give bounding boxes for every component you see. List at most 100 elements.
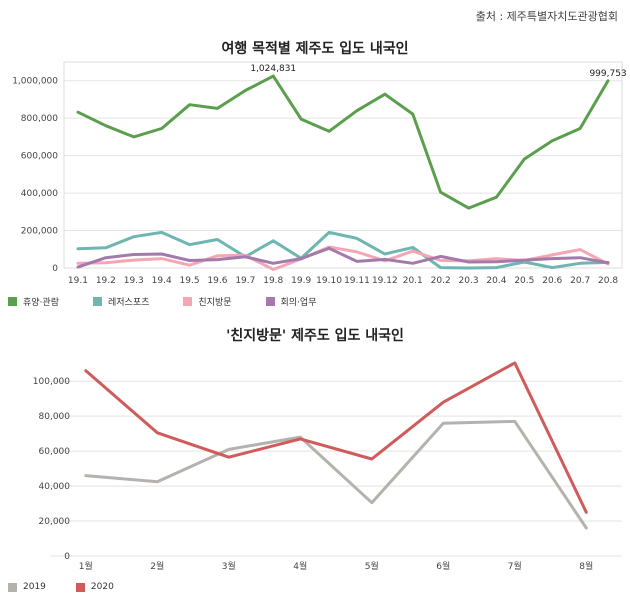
- chart1-plot: 1,000,000 800,000 600,000 400,000 200,000 0 19…: [12, 61, 627, 286]
- data-label: 1,024,831: [250, 64, 296, 74]
- data-point: [244, 89, 247, 92]
- x-tick-label: 19.2: [96, 276, 116, 286]
- x-tick-label: 20.4: [486, 276, 506, 286]
- data-point: [356, 237, 358, 240]
- series-line-0: [84, 419, 588, 530]
- x-tick-label: 19.1: [68, 276, 88, 286]
- legend-label: 휴양·관람: [23, 298, 59, 308]
- legend-label: 친지방문: [198, 298, 232, 308]
- data-point: [216, 238, 219, 241]
- data-point: [84, 474, 87, 477]
- data-point: [132, 136, 135, 138]
- data-point: [77, 247, 79, 250]
- y-tick-label: 100,000: [33, 377, 70, 387]
- legend-item: 친지방문: [183, 295, 232, 308]
- x-tick-label: 7월: [508, 560, 522, 572]
- data-point: [585, 511, 588, 514]
- data-point: [227, 456, 230, 459]
- data-point: [356, 251, 358, 253]
- data-point: [216, 258, 219, 261]
- data-point: [384, 258, 386, 261]
- data-point: [579, 248, 581, 251]
- y-tick-label: 0: [52, 264, 58, 274]
- series-line-1: [84, 361, 588, 514]
- data-point: [227, 448, 230, 451]
- data-point: [132, 259, 135, 261]
- x-tick-label: 19.11: [344, 276, 370, 286]
- x-tick-label: 5월: [365, 560, 379, 572]
- data-point: [439, 255, 442, 258]
- data-point: [84, 369, 87, 372]
- y-tick-label: 200,000: [21, 227, 58, 237]
- source-note: 출처 : 제주특별자치도관광협회: [475, 10, 618, 23]
- data-point: [156, 431, 159, 434]
- data-point: [300, 118, 302, 120]
- chart1-legend: 휴양·관람 레저스포츠 친지방문 회의·업무: [8, 295, 351, 308]
- data-point: [467, 267, 470, 269]
- data-point: [328, 231, 330, 234]
- x-tick-label: 4월: [293, 560, 307, 572]
- y-tick-label: 800,000: [21, 114, 58, 124]
- data-point: [495, 261, 498, 263]
- data-point: [411, 246, 414, 249]
- data-point: [272, 75, 275, 77]
- data-point: [495, 266, 498, 269]
- y-tick-label: 20,000: [39, 517, 71, 527]
- data-point: [77, 266, 79, 268]
- legend-item: 2019: [8, 582, 46, 592]
- x-tick-label: 19.7: [235, 276, 255, 286]
- legend-label: 레저스포츠: [107, 298, 150, 308]
- legend-swatch: [183, 297, 193, 306]
- x-tick-label: 19.12: [372, 276, 398, 286]
- legend-item: 2020: [75, 582, 114, 592]
- x-tick-label: 20.7: [570, 276, 590, 286]
- data-point: [77, 262, 79, 265]
- y-tick-label: 400,000: [21, 189, 58, 199]
- x-tick-label: 19.5: [180, 276, 200, 286]
- data-point: [370, 458, 373, 460]
- data-point: [272, 240, 275, 242]
- plot-frame: [63, 61, 623, 269]
- data-point: [132, 253, 135, 256]
- series-line-3: [76, 246, 610, 269]
- chart2-title: '친지방문' 제주도 입도 내국인: [226, 328, 404, 344]
- data-point: [607, 79, 609, 82]
- legend-swatch: [92, 297, 102, 306]
- x-tick-label: 19.10: [316, 276, 342, 286]
- data-point: [356, 109, 358, 112]
- x-tick-label: 19.3: [124, 276, 144, 286]
- data-point: [513, 420, 516, 423]
- data-point: [495, 257, 498, 260]
- data-point: [579, 262, 581, 265]
- series-line-0: [76, 74, 610, 210]
- data-point: [160, 257, 163, 260]
- data-point: [523, 158, 526, 160]
- series-line-1: [76, 230, 610, 270]
- x-tick-label: 20.5: [514, 276, 534, 286]
- y-tick-label: 1,000,000: [12, 77, 58, 87]
- data-point: [216, 255, 219, 257]
- data-point: [156, 480, 159, 483]
- data-point: [439, 191, 442, 193]
- data-point: [551, 254, 554, 256]
- y-tick-label: 600,000: [21, 152, 58, 162]
- chart2-legend: 2019 2020: [8, 582, 144, 592]
- x-tick-label: 1월: [79, 560, 93, 572]
- data-point: [105, 261, 107, 264]
- data-point: [328, 130, 330, 133]
- data-point: [132, 235, 135, 238]
- data-point: [160, 231, 163, 234]
- legend-label: 회의·업무: [280, 298, 317, 308]
- data-point: [105, 124, 107, 127]
- data-point: [442, 422, 445, 424]
- x-tick-label: 2월: [150, 560, 164, 572]
- data-point: [216, 107, 219, 110]
- x-tick-label: 19.9: [291, 276, 311, 286]
- legend-item: 회의·업무: [265, 295, 317, 308]
- data-point: [495, 196, 498, 199]
- data-point: [160, 127, 163, 130]
- data-point: [188, 103, 191, 106]
- data-point: [356, 260, 358, 263]
- data-point: [513, 362, 516, 364]
